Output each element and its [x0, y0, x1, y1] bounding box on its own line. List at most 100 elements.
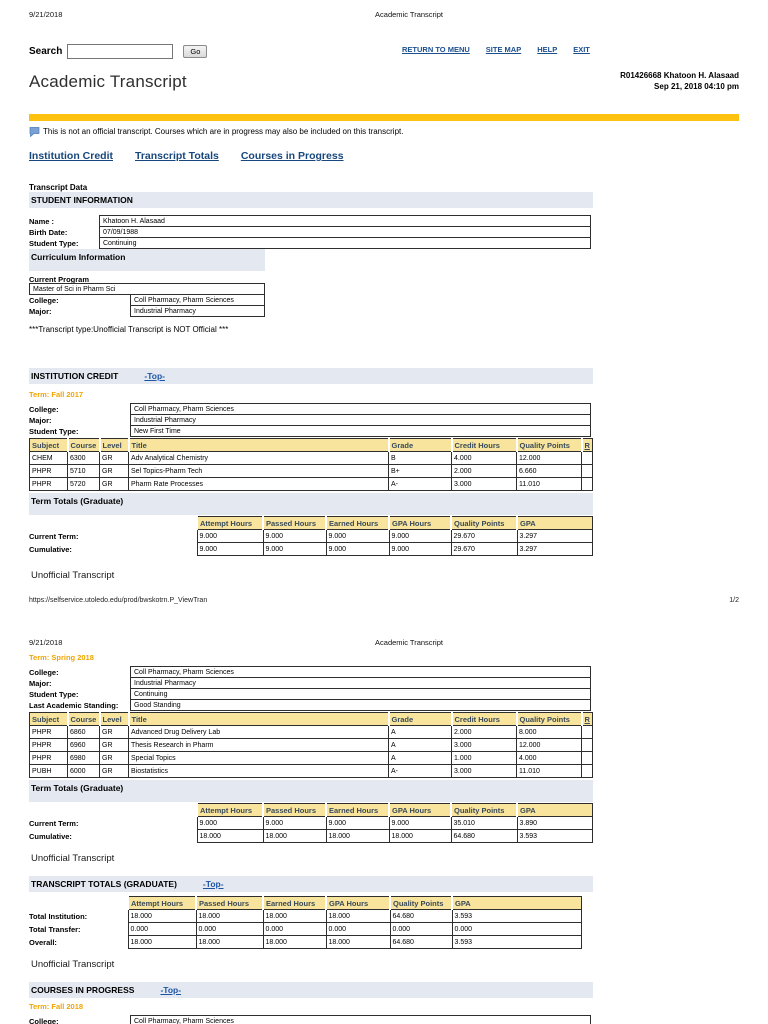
current-term-row: Current Term: 9.000 9.000 9.000 9.000 29…: [29, 529, 593, 543]
anchor-courses-in-progress[interactable]: Courses in Progress: [240, 150, 344, 162]
value-cell: 64.680: [389, 909, 453, 923]
col-gpa: GPA: [516, 516, 593, 530]
notice-row: This is not an official transcript. Cour…: [29, 127, 739, 137]
college-value: Coll Pharmacy, Pharm Sciences: [130, 1015, 591, 1024]
repeat-cell: [581, 751, 593, 765]
page-number: 1/2: [729, 597, 739, 604]
unofficial-transcript-label: Unofficial Transcript: [31, 853, 115, 864]
col-passed-hours: Passed Hours: [262, 516, 327, 530]
page1-print-header: 9/21/2018 Academic Transcript: [29, 10, 739, 20]
grade-cell: A: [388, 751, 452, 765]
col-credit-hours: Credit Hours: [450, 438, 517, 452]
value-cell: 9.000: [388, 816, 452, 830]
col-grade: Grade: [387, 712, 452, 726]
course-cell: 6980: [67, 751, 100, 765]
col-level: Level: [98, 712, 129, 726]
col-quality-points: Quality Points: [515, 712, 582, 726]
top-link[interactable]: -Top-: [144, 371, 165, 381]
search-bar: Search Go RETURN TO MENU SITE MAP HELP E…: [29, 42, 739, 60]
grade-cell: A-: [388, 477, 452, 491]
spacer-cell: [29, 803, 197, 817]
quality-cell: 11.010: [516, 764, 582, 778]
return-to-menu-link[interactable]: RETURN TO MENU: [402, 45, 470, 54]
subject-cell: PHPR: [29, 751, 68, 765]
value-cell: 0.000: [195, 922, 264, 936]
search-input[interactable]: [67, 43, 174, 59]
col-gpa-hours: GPA Hours: [325, 896, 391, 910]
subject-cell: CHEM: [29, 451, 68, 465]
term-spring-2018: Term: Spring 2018: [29, 653, 94, 662]
course-row: PHPR 6960 GR Thesis Research in Pharm A …: [29, 738, 593, 752]
name-label: Name :: [29, 217, 55, 226]
course-cell: 6000: [67, 764, 100, 778]
col-gpa-hours: GPA Hours: [388, 803, 452, 817]
site-map-link[interactable]: SITE MAP: [485, 45, 522, 54]
exit-link[interactable]: EXIT: [573, 45, 590, 54]
notice-text: This is not an official transcript. Cour…: [43, 127, 404, 136]
totals-header-row: Attempt Hours Passed Hours Earned Hours …: [29, 516, 593, 530]
print-doc-title: Academic Transcript: [375, 638, 443, 647]
course-cell: 6860: [67, 725, 100, 739]
course-row: PHPR 5710 GR Sel Topics-Pharm Tech B+ 2.…: [29, 464, 593, 478]
major-label: Major:: [29, 679, 52, 688]
top-link[interactable]: -Top-: [202, 879, 224, 889]
col-title: Title: [127, 438, 389, 452]
col-repeat: R: [580, 712, 593, 726]
top-link[interactable]: -Top-: [160, 985, 182, 995]
level-cell: GR: [99, 464, 129, 478]
s18-last-standing-row: Last Academic Standing: Good Standing: [29, 699, 739, 711]
curriculum-information-header: Curriculum Information: [29, 249, 265, 271]
page2-print-header: 9/21/2018 Academic Transcript: [29, 638, 739, 648]
credit-cell: 3.000: [451, 764, 517, 778]
col-subject: Subject: [29, 438, 68, 452]
fall2017-term-totals: Attempt Hours Passed Hours Earned Hours …: [29, 516, 593, 556]
course-row: PUBH 6000 GR Biostatistics A- 3.000 11.0…: [29, 764, 593, 778]
course-cell: 6960: [67, 738, 100, 752]
curriculum-college-row: College: Coll Pharmacy, Pharm Sciences: [29, 294, 739, 306]
col-credit-hours: Credit Hours: [450, 712, 517, 726]
courses-in-progress-title: COURSES IN PROGRESS: [31, 985, 135, 995]
level-cell: GR: [99, 751, 129, 765]
birth-label: Birth Date:: [29, 228, 68, 237]
col-subject: Subject: [29, 712, 68, 726]
accent-bar: [29, 114, 739, 121]
current-term-label: Current Term:: [29, 816, 197, 830]
row-label: Overall:: [29, 935, 128, 949]
value-cell: 9.000: [325, 542, 390, 556]
repeat-cell: [581, 738, 593, 752]
major-label: Major:: [29, 307, 52, 316]
spring2018-term-totals: Attempt Hours Passed Hours Earned Hours …: [29, 803, 593, 843]
cumulative-row: Cumulative: 18.000 18.000 18.000 18.000 …: [29, 829, 593, 843]
value-cell: 9.000: [262, 816, 327, 830]
value-cell: 3.593: [516, 829, 593, 843]
help-link[interactable]: HELP: [537, 45, 558, 54]
last-standing-value: Good Standing: [130, 699, 591, 711]
course-header-row: Subject Course Level Title Grade Credit …: [29, 712, 593, 726]
value-cell: 0.000: [262, 922, 327, 936]
value-cell: 18.000: [127, 909, 197, 923]
anchor-institution-credit[interactable]: Institution Credit: [29, 150, 113, 162]
current-term-label: Current Term:: [29, 529, 197, 543]
term-fall-2018: Term: Fall 2018: [29, 1002, 84, 1011]
transcript-totals-table: Attempt Hours Passed Hours Earned Hours …: [29, 896, 582, 949]
unofficial-transcript-label: Unofficial Transcript: [31, 959, 115, 970]
current-term-row: Current Term: 9.000 9.000 9.000 9.000 35…: [29, 816, 593, 830]
col-course: Course: [66, 438, 100, 452]
curriculum-major-row: Major: Industrial Pharmacy: [29, 305, 739, 317]
title-cell: Sel Topics-Pharm Tech: [128, 464, 389, 478]
anchor-transcript-totals[interactable]: Transcript Totals: [135, 150, 219, 162]
grade-cell: B+: [388, 464, 452, 478]
repeat-cell: [581, 477, 593, 491]
transcript-totals-header: TRANSCRIPT TOTALS (GRADUATE) -Top-: [29, 876, 593, 892]
level-cell: GR: [99, 738, 129, 752]
col-gpa-hours: GPA Hours: [388, 516, 452, 530]
search-label: Search: [29, 45, 63, 57]
value-cell: 9.000: [388, 529, 452, 543]
col-gpa: GPA: [451, 896, 582, 910]
go-button[interactable]: Go: [183, 44, 208, 58]
col-attempt-hours: Attempt Hours: [127, 896, 197, 910]
print-date: 9/21/2018: [29, 10, 63, 19]
page-title: Academic Transcript: [29, 72, 187, 91]
value-cell: 0.000: [127, 922, 197, 936]
